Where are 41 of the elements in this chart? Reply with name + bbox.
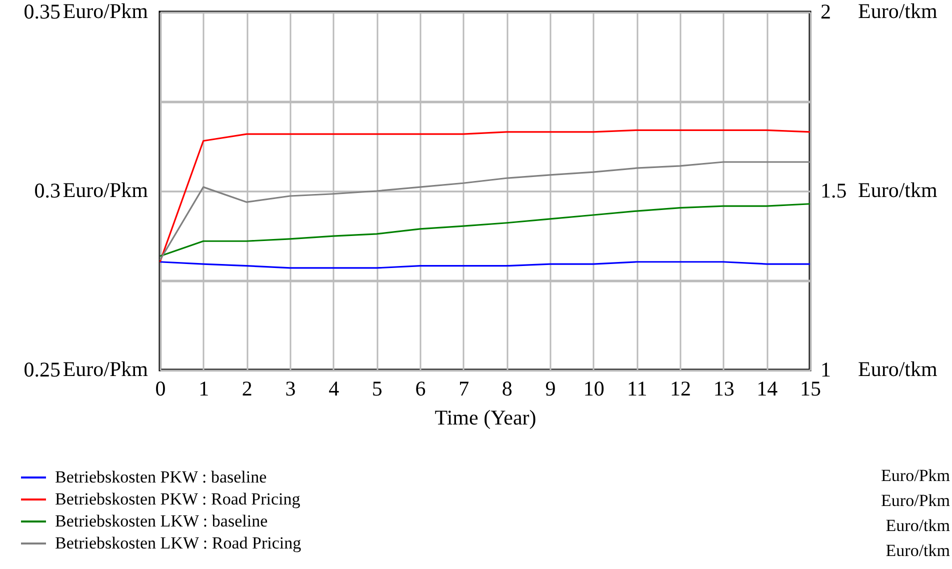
y2-tick-label: 1 [820, 358, 831, 382]
x-tick-label: 9 [545, 376, 556, 400]
y2-axis-title: Euro/tkm [858, 357, 938, 381]
text: Euro/tkm [858, 0, 938, 23]
y-tick-label: 0.25 [24, 358, 60, 382]
line-series [159, 129, 811, 263]
x-tick-label: 13 [713, 376, 734, 400]
x-tick-label: 7 [458, 376, 470, 400]
text: Euro/Pkm [881, 466, 950, 484]
legend-label: Betriebskosten PKW : baseline [55, 468, 267, 486]
x-tick-label: 15 [800, 376, 821, 400]
y-tick-label: 0.3 [34, 178, 60, 202]
text: Euro/Pkm [62, 178, 148, 202]
text: Euro/tkm [858, 178, 938, 202]
x-tick-label: 10 [583, 376, 604, 400]
x-axis-title: Time (Year) [434, 406, 536, 430]
x-tick-label: 1 [198, 376, 210, 400]
x-tick-label: 12 [670, 376, 691, 400]
text: Euro/Pkm [62, 0, 148, 23]
y2-tick-label: 2 [820, 0, 831, 24]
x-tick-label: 5 [372, 376, 382, 400]
text: Euro/Pkm [881, 490, 950, 510]
x-tick-label: 11 [627, 376, 648, 400]
x-tick-label: 2 [242, 376, 252, 400]
text: Euro/tkm [886, 540, 950, 560]
legend-label: Betriebskosten LKW : Road Pricing [55, 534, 302, 552]
legend-label: Betriebskosten PKW : Road Pricing [55, 490, 301, 508]
line-series [159, 161, 811, 261]
y-tick-label: 0.35 [24, 0, 60, 24]
x-tick-label: 8 [502, 376, 512, 400]
x-tick-label: 4 [328, 376, 340, 400]
x-tick-label: 3 [285, 376, 296, 400]
text: Euro/tkm [886, 516, 950, 534]
y-axis-title: Euro/Pkm [62, 357, 148, 381]
x-tick-label: 6 [415, 376, 426, 400]
line-series [159, 203, 811, 257]
y2-tick-label: 1.5 [820, 178, 847, 202]
line-series [159, 261, 811, 269]
x-tick-label: 14 [756, 376, 778, 400]
x-tick-label: 0 [155, 376, 166, 400]
legend-label: Betriebskosten LKW : baseline [55, 512, 268, 530]
